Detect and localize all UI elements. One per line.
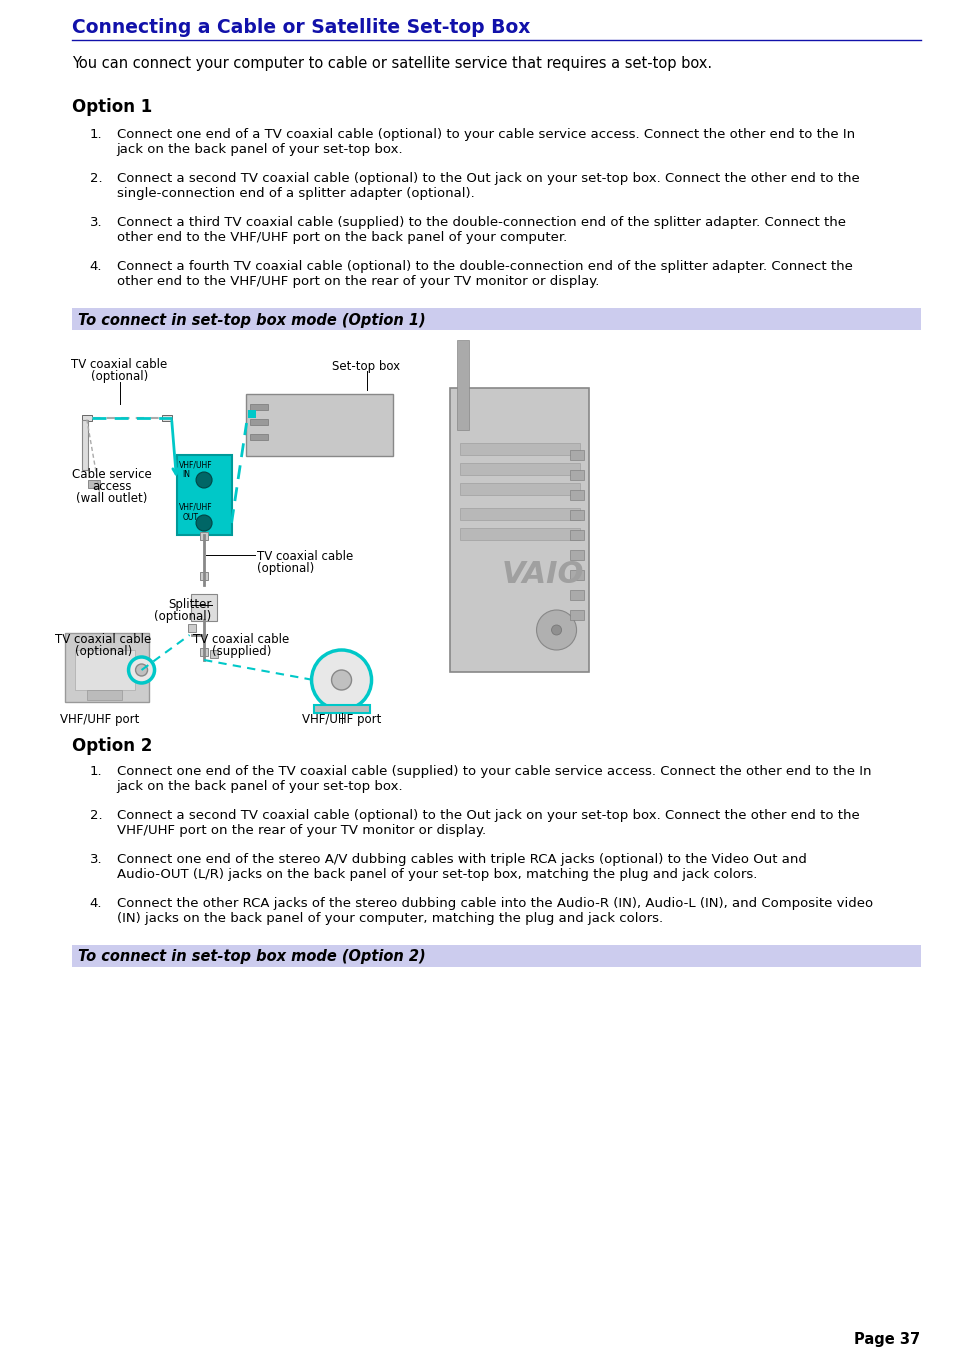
Text: Option 2: Option 2 [71,738,152,755]
Bar [250,419,267,426]
FancyBboxPatch shape [449,388,588,671]
Bar [459,528,578,540]
Bar [459,484,578,494]
Bar [569,611,583,620]
Text: Cable service: Cable service [71,467,152,481]
Bar [200,532,208,540]
Text: Connect one end of the TV coaxial cable (supplied) to your cable service access.: Connect one end of the TV coaxial cable … [116,765,870,778]
Text: Splitter: Splitter [168,598,212,611]
Text: 3.: 3. [90,852,102,866]
Bar [81,420,88,470]
Bar [569,509,583,520]
Text: VHF/UHF: VHF/UHF [178,503,212,512]
Text: (IN) jacks on the back panel of your computer, matching the plug and jack colors: (IN) jacks on the back panel of your com… [116,912,662,925]
Circle shape [196,515,212,531]
Bar [569,450,583,459]
Text: 1.: 1. [90,765,102,778]
Circle shape [196,471,212,488]
Text: Option 1: Option 1 [71,99,152,116]
FancyBboxPatch shape [191,594,217,621]
Text: To connect in set-top box mode (Option 1): To connect in set-top box mode (Option 1… [77,312,425,327]
Text: OUT: OUT [182,513,198,521]
Text: access: access [91,480,132,493]
Text: Connect a second TV coaxial cable (optional) to the Out jack on your set-top box: Connect a second TV coaxial cable (optio… [116,809,859,821]
Text: Connect a fourth TV coaxial cable (optional) to the double-connection end of the: Connect a fourth TV coaxial cable (optio… [116,259,852,273]
Text: VHF/UHF port on the rear of your TV monitor or display.: VHF/UHF port on the rear of your TV moni… [116,824,485,838]
Circle shape [536,611,576,650]
Text: IN: IN [182,470,191,480]
Text: 4.: 4. [90,897,102,911]
Bar [81,415,91,422]
Text: Page 37: Page 37 [854,1332,920,1347]
Bar [161,415,172,422]
Text: TV coaxial cable: TV coaxial cable [55,634,152,646]
Text: Connect a third TV coaxial cable (supplied) to the double-connection end of the : Connect a third TV coaxial cable (suppli… [116,216,844,230]
Text: (wall outlet): (wall outlet) [76,492,147,505]
Bar [569,530,583,540]
Text: (optional): (optional) [154,611,212,623]
Text: TV coaxial cable: TV coaxial cable [71,358,168,372]
Text: TV coaxial cable: TV coaxial cable [193,634,290,646]
Circle shape [135,663,148,676]
Bar [569,570,583,580]
Text: 2.: 2. [90,809,102,821]
Bar [569,470,583,480]
Text: other end to the VHF/UHF port on the rear of your TV monitor or display.: other end to the VHF/UHF port on the rea… [116,276,598,288]
Bar [176,455,232,535]
Bar [71,944,920,967]
Circle shape [129,657,154,684]
Text: TV coaxial cable: TV coaxial cable [256,550,353,563]
Text: VHF/UHF port: VHF/UHF port [301,713,381,725]
Text: (optional): (optional) [256,562,314,576]
Text: jack on the back panel of your set-top box.: jack on the back panel of your set-top b… [116,143,403,155]
Bar [250,404,267,409]
FancyBboxPatch shape [65,634,149,703]
Bar [74,650,134,690]
Text: (supplied): (supplied) [212,644,271,658]
Text: Connect a second TV coaxial cable (optional) to the Out jack on your set-top box: Connect a second TV coaxial cable (optio… [116,172,859,185]
Text: 1.: 1. [90,128,102,141]
FancyBboxPatch shape [245,394,392,457]
Text: Connect the other RCA jacks of the stereo dubbing cable into the Audio-R (IN), A: Connect the other RCA jacks of the stere… [116,897,872,911]
Text: Audio-OUT (L/R) jacks on the back panel of your set-top box, matching the plug a: Audio-OUT (L/R) jacks on the back panel … [116,867,756,881]
Bar [250,434,267,440]
Bar [459,463,578,476]
Text: jack on the back panel of your set-top box.: jack on the back panel of your set-top b… [116,780,403,793]
Text: VAIO: VAIO [501,561,583,589]
Text: VHF/UHF port: VHF/UHF port [60,713,139,725]
Bar [88,480,99,488]
Circle shape [551,626,561,635]
Bar [200,571,208,580]
Text: 2.: 2. [90,172,102,185]
Circle shape [312,650,371,711]
Bar [569,550,583,561]
Text: VHF/UHF: VHF/UHF [178,459,212,469]
Text: (optional): (optional) [91,370,148,382]
Text: 3.: 3. [90,216,102,230]
Bar [87,690,121,700]
Bar [71,308,920,330]
Text: Connect one end of a TV coaxial cable (optional) to your cable service access. C: Connect one end of a TV coaxial cable (o… [116,128,854,141]
Text: Connecting a Cable or Satellite Set-top Box: Connecting a Cable or Satellite Set-top … [71,18,529,36]
Text: 4.: 4. [90,259,102,273]
Text: single-connection end of a splitter adapter (optional).: single-connection end of a splitter adap… [116,186,474,200]
Text: Set-top box: Set-top box [333,359,400,373]
Bar [247,409,255,417]
Bar [188,624,195,632]
Bar [314,705,369,713]
Bar [456,340,468,430]
Text: other end to the VHF/UHF port on the back panel of your computer.: other end to the VHF/UHF port on the bac… [116,231,566,245]
Text: You can connect your computer to cable or satellite service that requires a set-: You can connect your computer to cable o… [71,55,711,72]
Text: Connect one end of the stereo A/V dubbing cables with triple RCA jacks (optional: Connect one end of the stereo A/V dubbin… [116,852,805,866]
Bar [569,590,583,600]
Bar [200,648,208,657]
Bar [459,443,578,455]
Bar [210,650,218,658]
Bar [569,490,583,500]
Text: To connect in set-top box mode (Option 2): To connect in set-top box mode (Option 2… [77,950,425,965]
Text: (optional): (optional) [75,644,132,658]
Circle shape [332,670,352,690]
Bar [459,508,578,520]
